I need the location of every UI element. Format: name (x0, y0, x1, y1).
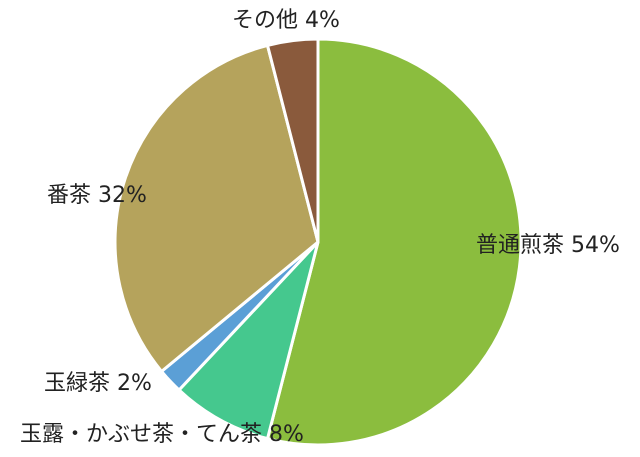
slice-category-label: その他 (232, 8, 298, 33)
pie-slice (113, 43, 320, 373)
slice-category-label: 玉緑茶 (44, 371, 110, 396)
slice-label: 番茶 32% (47, 183, 147, 208)
slice-label: 玉露・かぶせ茶・てん茶 8% (20, 422, 304, 447)
slice-label: 普通煎茶 54% (476, 233, 620, 258)
slice-label: 玉緑茶 2% (44, 371, 152, 396)
pie-slice (177, 240, 320, 441)
slice-category-label: 玉露・かぶせ茶・てん茶 (20, 422, 262, 447)
slice-value-label: 8% (262, 422, 304, 447)
pie-slice (266, 37, 320, 244)
labels-layer: 普通煎茶 54% 玉露・かぶせ茶・てん茶 8% 玉緑茶 2% 番茶 32% その他 4% (20, 8, 620, 447)
pie-slice (266, 37, 523, 447)
slice-value-label: 4% (298, 8, 340, 33)
slices-layer (113, 37, 523, 447)
slice-value-label: 32% (91, 183, 147, 208)
slice-category-label: 番茶 (47, 183, 91, 208)
slice-label: その他 4% (232, 8, 340, 33)
slice-value-label: 2% (110, 371, 152, 396)
slice-category-label: 普通煎茶 (476, 233, 564, 258)
slice-value-label: 54% (564, 233, 620, 258)
